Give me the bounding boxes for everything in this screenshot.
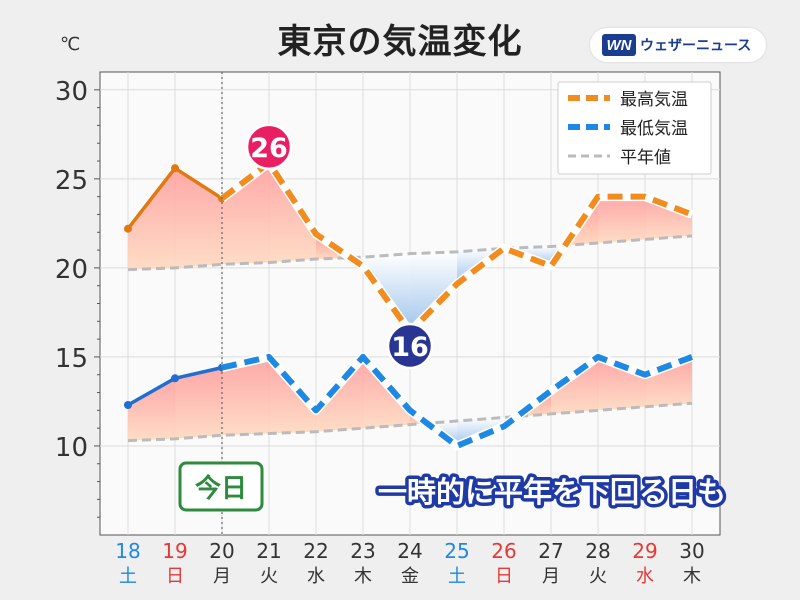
legend-high-label: 最高気温 [620,90,688,110]
value-callouts: 26 16 [245,123,434,370]
above-normal-fill [598,356,645,411]
below-normal-fill [457,248,504,284]
normal-high-line [127,234,693,272]
value-callout-badge [386,322,434,370]
x-tick-day: 19 [162,539,187,563]
high-temp-point [171,164,179,173]
grid-lines [94,72,720,535]
above-normal-fill [645,356,692,407]
legend-box [557,81,712,175]
x-tick-weekday: 金 [401,566,419,587]
low-temp-point [124,401,132,410]
x-tick-weekday: 土 [448,566,466,587]
low-temp-point [171,374,179,383]
normal-lines [127,234,693,443]
above-normal-fill [128,378,175,441]
weathernews-logo: WN ウェザーニュース [590,28,766,62]
above-normal-fill [645,196,692,240]
series-lines [124,158,694,451]
logo-text: ウェザーニュース [640,38,752,54]
legend-low-label: 最低気温 [620,119,688,139]
above-normal-fill [598,196,645,243]
x-tick-day: 28 [585,539,610,563]
today-label: 今日 [195,473,247,504]
x-tick-day: 30 [679,539,704,563]
x-tick-weekday: 火 [589,566,607,587]
value-callout-badge [245,123,293,171]
x-tick-weekday: 火 [260,566,278,587]
y-tick-label: 30 [55,77,88,107]
page-title: 東京の気温変化 [277,22,523,62]
y-tick-label: 20 [55,255,88,285]
y-axis-unit-label: ℃ [60,34,81,55]
x-tick-day: 26 [491,539,516,563]
x-tick-day: 23 [350,539,375,563]
value-callout-label: 26 [250,133,288,164]
above-normal-fill [128,168,175,270]
x-tick-weekday: 水 [636,566,654,587]
x-tick-day: 22 [303,539,328,563]
x-tick-day: 29 [632,539,657,563]
today-label-box [178,461,264,512]
above-normal-fill [175,168,222,268]
x-tick-weekday: 木 [354,566,372,587]
x-tick-weekday: 土 [119,566,137,587]
above-normal-fill [222,356,269,436]
x-tick-weekday: 月 [213,566,231,587]
x-tick-day: 21 [256,539,281,563]
above-normal-fill [551,356,598,414]
legend-normal-label: 平年値 [620,148,671,168]
x-tick-day: 18 [115,539,140,563]
y-tick-labels: 10 15 20 25 30 [55,77,88,463]
y-tick-label: 10 [55,433,88,463]
x-tick-day: 25 [444,539,469,563]
x-tick-weekday: 木 [683,566,701,587]
above-normal-fill [222,162,269,265]
x-tick-day: 27 [538,539,563,563]
below-normal-fill [410,251,457,332]
x-tick-weekday: 月 [542,566,560,587]
x-tick-day: 24 [397,539,422,563]
annotation-text: 一時的に平年を下回る日も [378,475,726,509]
y-tick-label: 15 [55,344,88,374]
annotation: 一時的に平年を下回る日も [374,472,729,513]
logo-mark-icon: WN [602,34,636,56]
x-tick-labels: 18 土 19 日 20 月 21 火 22 水 23 木 24 金 25 土 26 日 27 月 28 火 29 水 30 木 [115,539,704,587]
low-temp-forecast-line [221,353,694,449]
high-temp-forecast-line [220,159,694,335]
y-tick-label: 25 [55,166,88,196]
value-callout-label: 16 [391,332,429,363]
today-marker: 今日 [178,72,264,535]
x-tick-weekday: 日 [495,566,513,587]
x-tick-weekday: 水 [307,566,325,587]
above-normal-fill [175,367,222,439]
high-temp-point [124,224,132,233]
normal-low-line [127,401,693,443]
x-tick-weekday: 日 [166,566,184,587]
x-tick-day: 20 [209,539,234,563]
